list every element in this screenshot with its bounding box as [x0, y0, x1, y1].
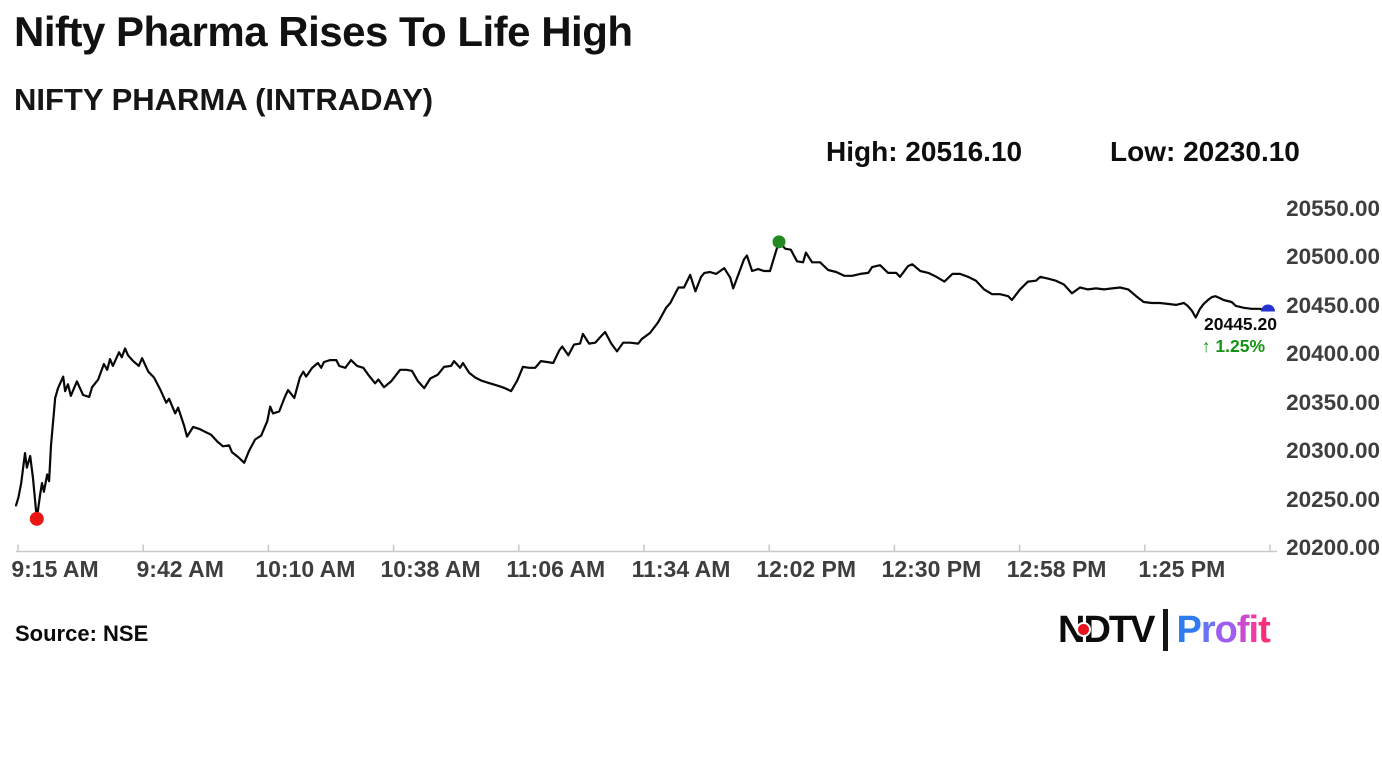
x-axis-label: 9:15 AM — [11, 556, 99, 582]
y-axis-label: 20450.00 — [1286, 292, 1380, 318]
y-axis-label: 20350.00 — [1286, 389, 1380, 415]
profit-letter: f — [1236, 608, 1250, 651]
profit-letter: P — [1176, 608, 1201, 651]
profit-letter: t — [1258, 608, 1271, 651]
profit-letter: r — [1200, 608, 1216, 651]
low-value-label: Low: 20230.10 — [1110, 136, 1300, 167]
logo-divider-bar — [1163, 609, 1169, 651]
last-point-marker — [1261, 304, 1275, 312]
high-value-label: High: 20516.10 — [826, 136, 1023, 167]
low-point-marker — [29, 511, 44, 526]
x-axis-label: 10:38 AM — [380, 556, 481, 582]
y-axis-label: 20400.00 — [1286, 341, 1380, 367]
price-line — [14, 240, 1270, 520]
x-axis-label: 12:58 PM — [1006, 556, 1107, 582]
x-axis-label: 12:30 PM — [881, 556, 982, 582]
y-axis-label: 20300.00 — [1286, 438, 1380, 464]
x-axis-label: 12:02 PM — [756, 556, 857, 582]
profit-letter: o — [1214, 608, 1238, 651]
chart-subtitle: NIFTY PHARMA (INTRADAY) — [14, 82, 434, 117]
ndtv-logo-text: N DTV — [1058, 608, 1155, 651]
ndtv-red-dot-icon — [1076, 621, 1092, 637]
x-axis-label: 11:34 AM — [631, 556, 731, 582]
profit-logo-text: Profit — [1176, 608, 1271, 652]
y-axis-label: 20200.00 — [1286, 535, 1380, 560]
x-axis-label: 11:06 AM — [506, 556, 606, 582]
x-axis-label: 1:25 PM — [1138, 556, 1226, 582]
change-percent-annotation: ↑ 1.25% — [1201, 336, 1265, 356]
x-axis-label: 10:10 AM — [255, 556, 356, 582]
y-axis-label: 20250.00 — [1286, 486, 1380, 512]
x-axis-label: 9:42 AM — [136, 556, 224, 582]
last-price-annotation: 20445.20 — [1204, 314, 1277, 334]
page-title: Nifty Pharma Rises To Life High — [14, 8, 633, 55]
high-point-marker — [772, 235, 786, 249]
source-label: Source: NSE — [15, 621, 149, 646]
ndtv-profit-logo: N DTV Profit — [1058, 604, 1271, 656]
y-axis-label: 20550.00 — [1286, 196, 1380, 221]
y-axis-label: 20500.00 — [1286, 244, 1380, 270]
profit-letter: i — [1248, 608, 1260, 651]
